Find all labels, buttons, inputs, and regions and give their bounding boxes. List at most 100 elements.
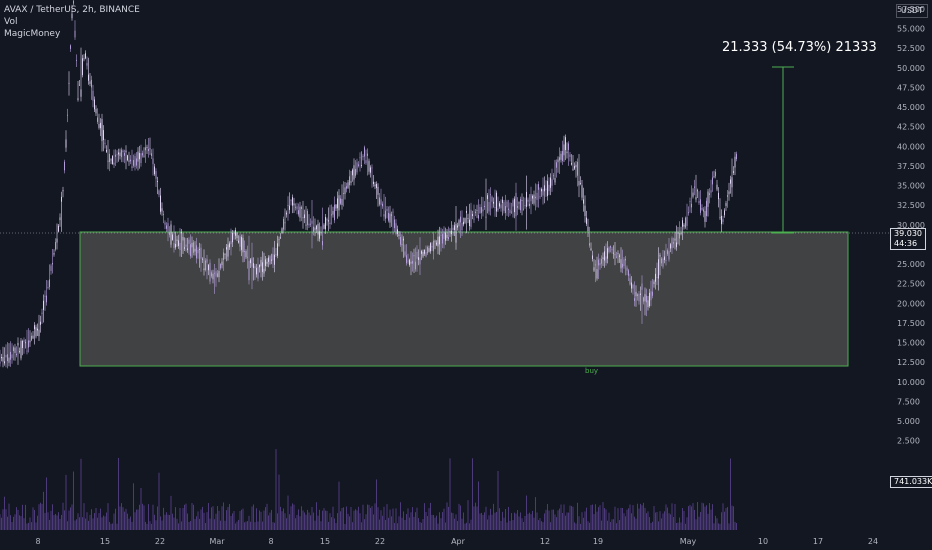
candle-body	[404, 251, 406, 256]
volume-bar	[518, 516, 520, 530]
volume-bar	[262, 521, 263, 530]
candle-body	[712, 177, 713, 185]
candle-body	[2, 357, 4, 362]
volume-bar	[269, 512, 271, 530]
candle-body	[523, 208, 524, 210]
volume-bar	[653, 506, 655, 530]
time-axis-label: 17	[813, 537, 823, 546]
currency-badge[interactable]: USDT	[896, 4, 928, 18]
volume-bar	[454, 518, 455, 530]
volume-bar	[77, 513, 79, 530]
volume-bar	[121, 503, 122, 530]
volume-bar	[614, 506, 616, 530]
range-box[interactable]	[79, 231, 849, 367]
candle-body	[230, 241, 232, 245]
volume-bar	[307, 509, 308, 530]
candle-body	[272, 254, 274, 261]
candle-body	[101, 119, 103, 142]
volume-bar	[247, 521, 248, 530]
candle-body	[76, 59, 77, 61]
candle-body	[418, 257, 419, 260]
price-axis[interactable]: 65.00062.50060.00057.50055.00052.50050.0…	[897, 0, 925, 446]
volume-bar	[196, 516, 197, 530]
candle-body	[361, 165, 362, 167]
volume-bar	[587, 521, 589, 530]
candle-body	[665, 260, 667, 261]
candle-body	[514, 198, 515, 213]
candle-body	[560, 153, 562, 160]
volume-bar	[713, 523, 715, 530]
candle-body	[380, 199, 382, 205]
volume-bar	[218, 510, 220, 530]
candle-body	[397, 229, 398, 234]
volume-bar	[385, 520, 386, 530]
volume-bar	[85, 518, 86, 530]
candle-body	[521, 200, 523, 201]
candle-body	[566, 151, 568, 154]
candle-body	[392, 211, 394, 213]
candle-body	[524, 205, 526, 206]
candle-body	[538, 184, 539, 190]
volume-bar	[695, 519, 697, 530]
candle-body	[532, 195, 533, 199]
candle-body	[529, 203, 530, 206]
volume-bar	[52, 504, 53, 530]
candle-body	[403, 238, 404, 241]
time-axis-label: 22	[375, 537, 385, 546]
candle-body	[251, 257, 253, 267]
volume-bar	[58, 512, 59, 530]
candle-body	[422, 251, 424, 257]
volume-bar	[710, 509, 712, 530]
volume-bar	[641, 505, 643, 530]
volume-bar	[332, 506, 334, 530]
candle-body	[146, 146, 148, 149]
volume-bar	[541, 521, 542, 530]
candle-body	[269, 256, 271, 264]
candle-body	[358, 164, 359, 166]
candle-body	[35, 327, 37, 337]
measure-tool[interactable]	[772, 66, 794, 234]
candle-body	[310, 223, 311, 225]
candle-body	[100, 122, 101, 129]
candle-body	[343, 193, 344, 194]
volume-bar	[244, 522, 245, 530]
candle-body	[142, 153, 143, 156]
volume-tag: 741.033K	[890, 476, 932, 488]
candle-body	[82, 58, 83, 76]
volume-bar	[691, 506, 692, 530]
candle-body	[632, 284, 634, 289]
volume-bar	[88, 520, 89, 530]
candle-body	[434, 241, 436, 243]
volume-bar	[721, 512, 722, 530]
volume-bar	[667, 507, 668, 530]
magicmoney-indicator-label[interactable]: MagicMoney	[4, 29, 61, 39]
volume-bar	[511, 513, 512, 530]
candle-body	[589, 243, 590, 246]
candle-body	[557, 159, 559, 163]
volume-bar	[596, 511, 598, 530]
candle-body	[374, 184, 376, 187]
candle-body	[577, 162, 578, 176]
candle-body	[716, 184, 718, 190]
volume-bar	[607, 520, 608, 530]
volume-bar	[208, 503, 209, 530]
candle-body	[197, 249, 199, 254]
candle-body	[317, 223, 319, 235]
candle-body	[97, 117, 98, 122]
symbol-title[interactable]: AVAX / TetherUS, 2h, BINANCE	[4, 5, 140, 15]
candle-body	[268, 257, 269, 262]
candle-body	[127, 155, 128, 161]
volume-bar	[286, 518, 287, 530]
volume-bar	[572, 506, 574, 530]
volume-indicator-label[interactable]: Vol	[4, 17, 18, 27]
volume-bar	[421, 522, 422, 530]
time-axis[interactable]: 8 15 22 Mar 8 15 22 Apr 12 19 May 10 17 24	[35, 537, 878, 546]
candle-body	[511, 211, 512, 213]
volume-bar	[119, 506, 121, 530]
volume-bar	[350, 506, 352, 530]
volume-bar	[280, 506, 281, 530]
candle-body	[28, 340, 29, 348]
volume-bar	[736, 523, 737, 530]
volume-bar	[136, 509, 137, 530]
